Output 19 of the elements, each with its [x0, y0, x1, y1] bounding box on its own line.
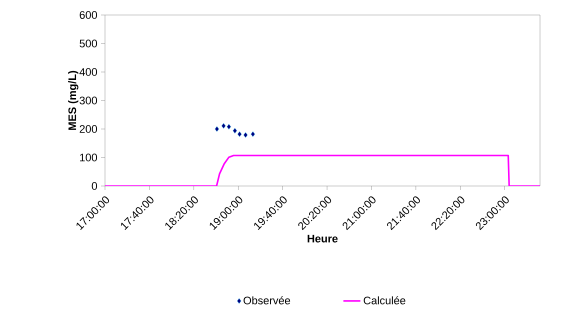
point	[250, 131, 256, 137]
point	[232, 128, 238, 134]
point	[214, 126, 220, 132]
y-tick-label: 600	[80, 11, 98, 19]
y-tick-label: 0	[92, 182, 98, 190]
y-tick-label: 400	[79, 68, 98, 76]
y-tick-label: 300	[80, 96, 98, 104]
point	[237, 131, 242, 137]
legend-label: Calculée	[364, 296, 406, 304]
point	[221, 123, 226, 129]
y-tick-label: 100	[80, 154, 98, 162]
y-tick-label: 200	[80, 125, 98, 133]
point	[243, 132, 248, 138]
y-axis-title: MES (mg/L)	[68, 70, 78, 130]
point	[226, 124, 232, 130]
x-axis-title: Heure	[308, 234, 338, 242]
line-series	[105, 154, 540, 186]
y-tick-label: 500	[80, 40, 98, 48]
legend-label: Observée	[244, 296, 290, 304]
